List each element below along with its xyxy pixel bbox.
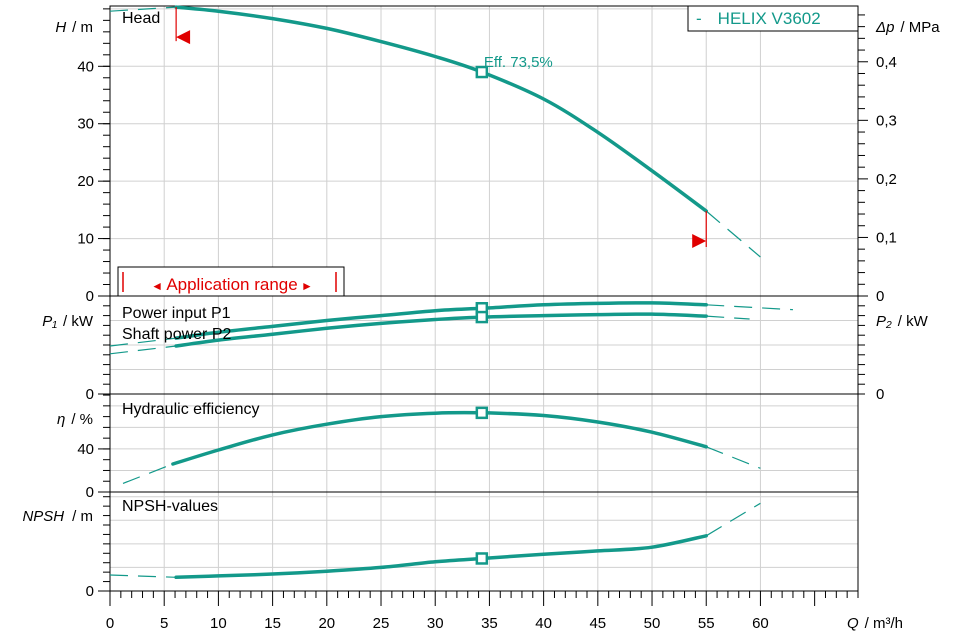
x-axis-label: Q / m³/h	[847, 615, 903, 632]
head-y-symbol: H	[55, 19, 66, 36]
product-prefix: -	[696, 9, 702, 28]
x-tick-label: 30	[427, 615, 444, 632]
x-axis-symbol: Q	[847, 615, 859, 632]
power-y-label: P₁ / kW	[42, 313, 94, 330]
pressure-y2-symbol: Δp	[875, 19, 894, 36]
curve-extension-right	[705, 210, 761, 258]
duty-point-marker	[475, 552, 489, 565]
range-max-arrow	[692, 234, 707, 249]
grid-lines	[110, 6, 858, 591]
power-panel-subtitle: Shaft power P2	[122, 326, 232, 343]
curve-extension-left	[122, 463, 174, 484]
x-tick-label: 40	[535, 615, 552, 632]
y2-tick-label: 0	[876, 386, 884, 403]
y2-tick-label: 0,2	[876, 171, 897, 188]
curve-npsh	[174, 534, 708, 580]
curve-extension-right	[705, 446, 761, 469]
application-range-label: ◄ Application range ►	[151, 275, 313, 294]
curve-extension-right	[706, 315, 750, 320]
curve-extension-left	[109, 574, 177, 578]
curve-power	[174, 301, 708, 340]
markers	[175, 7, 707, 565]
power-panel-title: Power input P1	[122, 305, 231, 322]
y-tick-label: 0	[86, 583, 94, 600]
y2-tick-label: 0,4	[876, 54, 897, 71]
x-axis-unit: / m³/h	[865, 615, 903, 632]
power-y2-unit: / kW	[898, 313, 929, 330]
duty-point-label: Eff. 73,5%	[484, 54, 553, 71]
efficiency-y-unit: / %	[71, 411, 93, 428]
y-tick-label: 30	[77, 116, 94, 133]
duty-point-marker	[475, 406, 489, 420]
y2-tick-label: 0,1	[876, 229, 897, 246]
pressure-y2-label: Δp / MPa	[875, 19, 940, 36]
curve-head	[174, 5, 708, 213]
duty-point-marker	[475, 310, 489, 324]
npsh-panel-title: NPSH-values	[122, 498, 218, 515]
product-label-box	[687, 5, 859, 32]
y2-tick-label: 0,3	[876, 112, 897, 129]
curves	[109, 5, 794, 580]
y2-tick-label: 0	[876, 288, 884, 305]
curve-extension-left	[109, 6, 177, 12]
curve-extension-right	[705, 502, 761, 537]
power-y2-label: P₂ / kW	[876, 313, 929, 330]
application-range-text: Application range	[166, 275, 297, 294]
x-tick-label: 55	[698, 615, 715, 632]
power-y-unit: / kW	[63, 313, 94, 330]
x-tick-label: 25	[373, 615, 390, 632]
efficiency-y-label: η / %	[57, 411, 93, 428]
y-tick-label: 0	[86, 484, 94, 501]
curve-extension-right	[706, 304, 794, 311]
x-tick-label: 15	[264, 615, 281, 632]
y-tick-label: 40	[77, 58, 94, 75]
head-y-label: H / m	[55, 19, 93, 36]
x-tick-label: 20	[318, 615, 335, 632]
y-tick-label: 40	[77, 441, 94, 458]
range-min-arrow	[176, 30, 191, 45]
x-tick-label: 45	[589, 615, 606, 632]
npsh-y-symbol: NPSH	[22, 508, 64, 525]
x-tick-label: 50	[644, 615, 661, 632]
npsh-y-unit: / m	[72, 508, 93, 525]
efficiency-panel-title: Hydraulic efficiency	[122, 401, 260, 418]
panel-frames	[109, 5, 859, 592]
power-y-symbol: P₁	[42, 313, 57, 330]
y-tick-label: 20	[77, 173, 94, 190]
npsh-y-label: NPSH / m	[22, 508, 93, 525]
axis-ticks: 0 5 10 15 20 25 30 35 40 45 50 55 600102030400040000…	[77, 8, 897, 632]
plot-frame	[109, 5, 859, 592]
x-tick-label: 10	[210, 615, 227, 632]
labels: Head Power input P1 Shaft power P2 Hydra…	[22, 5, 940, 632]
efficiency-y-symbol: η	[57, 411, 65, 428]
curve-efficiency	[171, 410, 708, 466]
y-tick-label: 0	[86, 288, 94, 305]
product-name: HELIX V3602	[718, 9, 821, 28]
application-range-box	[117, 266, 345, 297]
duty-point-marker	[475, 65, 489, 79]
power-y2-symbol: P₂	[876, 313, 892, 330]
y-tick-label: 0	[86, 386, 94, 403]
pressure-y2-unit: / MPa	[900, 19, 940, 36]
product-label: - HELIX V3602	[696, 9, 821, 28]
y-tick-label: 10	[77, 231, 94, 248]
curve-extension-left	[109, 345, 177, 355]
curve-power	[174, 312, 708, 348]
x-tick-label: 5	[160, 615, 168, 632]
head-y-unit: / m	[72, 19, 93, 36]
x-tick-label: 60	[752, 615, 769, 632]
x-tick-label: 0	[106, 615, 114, 632]
head-panel-title: Head	[122, 10, 160, 27]
x-tick-label: 35	[481, 615, 498, 632]
curve-extension-left	[109, 337, 177, 347]
